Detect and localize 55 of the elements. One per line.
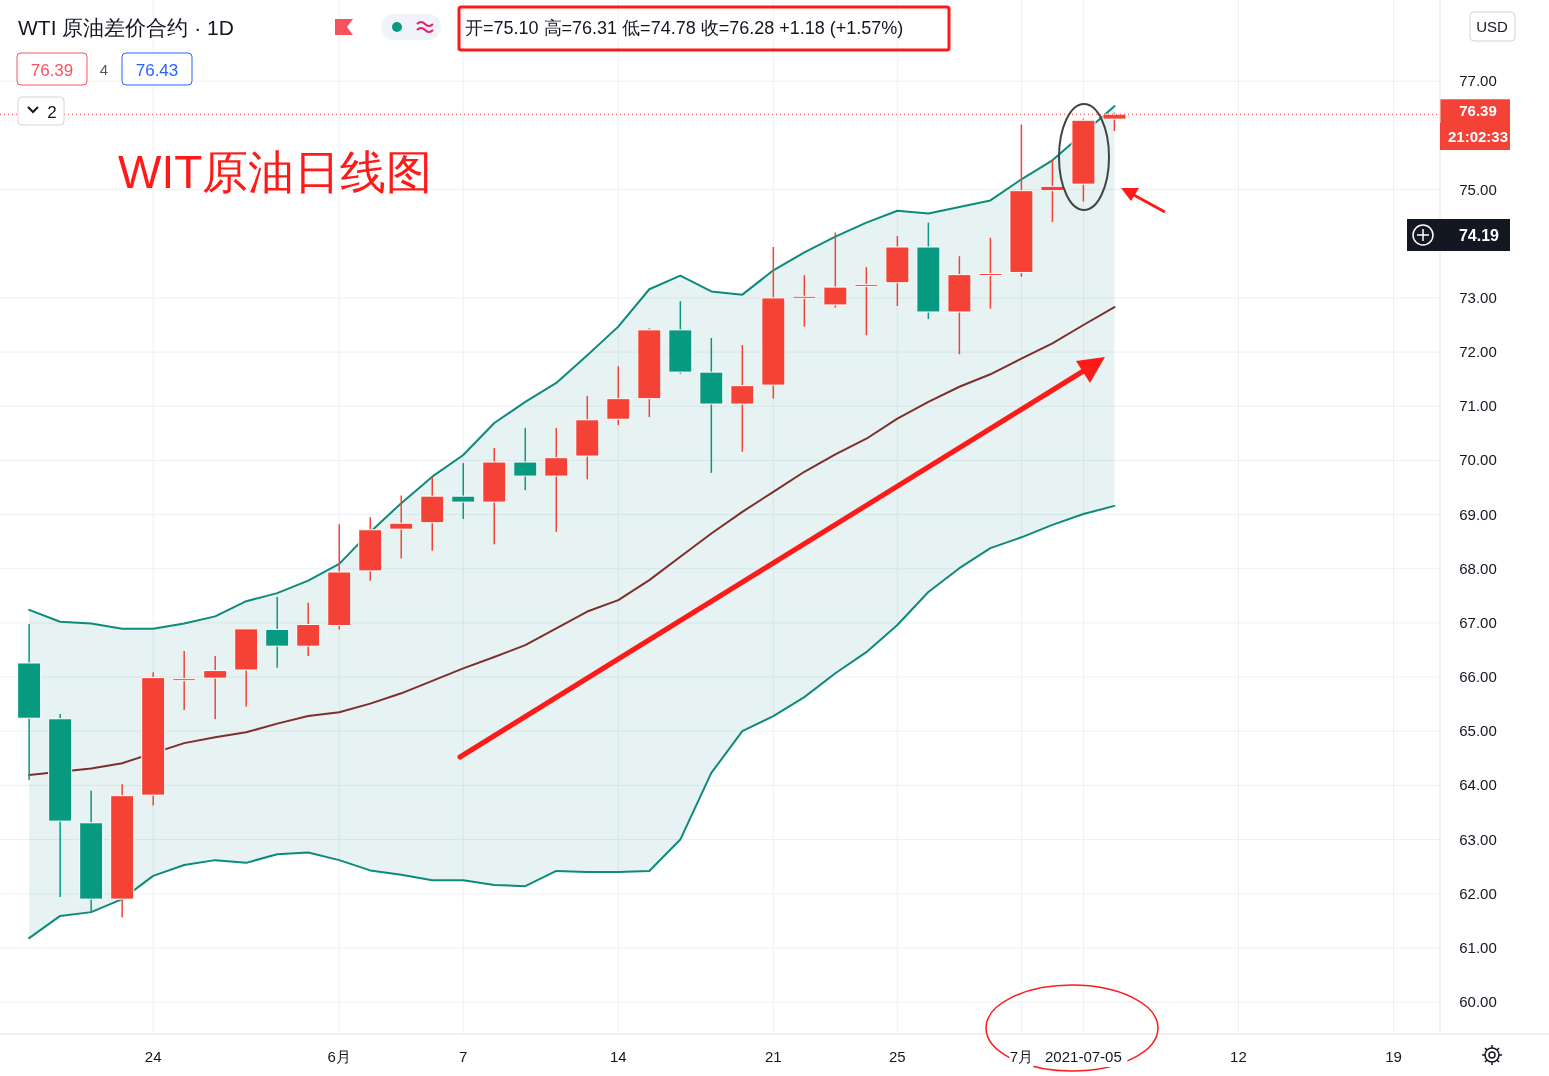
x-tick-label: 25 xyxy=(889,1048,906,1065)
x-tick-label: 12 xyxy=(1230,1048,1247,1065)
text: 74.19 xyxy=(1458,227,1500,244)
line-series xyxy=(28,105,1116,630)
y-tick-label: 67.00 xyxy=(1459,613,1497,631)
y-tick-label: 62.00 xyxy=(1459,884,1497,902)
line-series xyxy=(28,306,1116,777)
x-tick-label: 7月 xyxy=(1009,1048,1034,1065)
candlestick xyxy=(792,274,817,328)
y-tick-label: 64.00 xyxy=(1459,776,1497,794)
annotation: 开=75.10 高=76.31 低=74.78 收=76.28 +1.18 (+1.57%) xyxy=(465,18,904,38)
x-tick-label: 21 xyxy=(764,1048,782,1065)
y-tick-label: 65.00 xyxy=(1459,722,1497,740)
y-tick-label: 69.00 xyxy=(1459,505,1497,523)
y-tick-label: 61.00 xyxy=(1459,938,1497,956)
candlestick xyxy=(172,650,197,711)
text: USD xyxy=(1476,18,1508,35)
x-tick-label: 7 xyxy=(459,1048,468,1065)
candlestick xyxy=(389,494,414,560)
candlestick xyxy=(544,427,569,533)
candlestick xyxy=(730,344,755,453)
y-tick-label: 70.00 xyxy=(1459,451,1497,469)
y-tick-label: 73.00 xyxy=(1459,288,1497,306)
candlestick xyxy=(823,231,848,309)
annotation: 4 xyxy=(99,61,109,78)
y-tick-label: 60.00 xyxy=(1459,993,1497,1011)
y-tick-label: 75.00 xyxy=(1459,180,1497,198)
candlestick xyxy=(1040,158,1065,223)
x-tick-label: 14 xyxy=(609,1048,627,1065)
y-tick-label: 68.00 xyxy=(1459,559,1497,577)
y-tick-label: 66.00 xyxy=(1459,668,1497,686)
annotation: 2 xyxy=(47,103,57,122)
text: WTI 原油差价合约 · 1D xyxy=(18,16,234,39)
candlestick xyxy=(203,655,228,721)
x-tick-label: 6月 xyxy=(327,1048,351,1065)
y-tick-label: 71.00 xyxy=(1459,397,1497,415)
line-series xyxy=(28,504,1116,940)
candlestick xyxy=(606,365,631,426)
x-tick-label: 24 xyxy=(144,1048,162,1065)
candlestick xyxy=(451,462,476,520)
annotation: 76.39 xyxy=(30,61,74,80)
candlestick xyxy=(265,596,290,669)
annotation: 76.43 xyxy=(135,61,179,80)
x-tick-label: 2021-07-05 xyxy=(1045,1048,1122,1065)
ref-line-label: 76.39 xyxy=(1459,102,1497,120)
y-tick-label: 63.00 xyxy=(1459,830,1497,848)
y-tick-label: 72.00 xyxy=(1459,343,1497,361)
y-tick-label: 77.00 xyxy=(1459,72,1497,90)
x-tick-label: 19 xyxy=(1385,1048,1402,1065)
annotation: WIT原油日线图 xyxy=(118,146,433,198)
candlestick xyxy=(978,237,1003,310)
candlestick xyxy=(854,266,879,337)
text: 21:02:33 xyxy=(1447,128,1509,145)
candlestick xyxy=(513,427,538,491)
candlestick xyxy=(296,602,321,657)
